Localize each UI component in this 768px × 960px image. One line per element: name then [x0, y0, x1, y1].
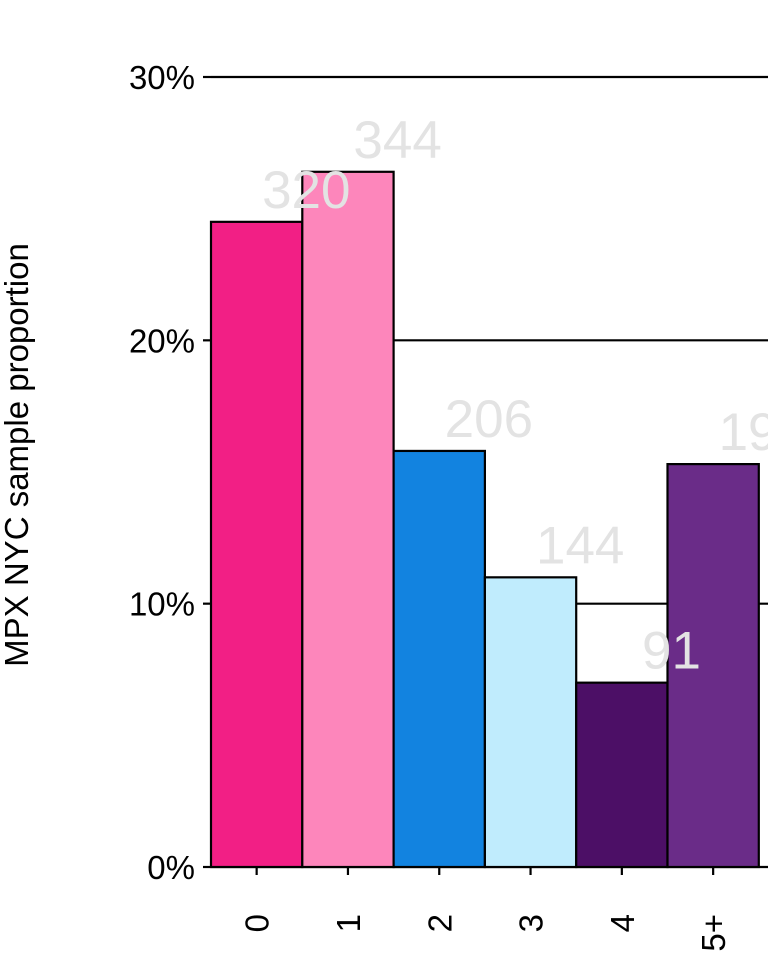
- bar: [666, 463, 760, 869]
- x-tick-label: 2: [421, 914, 458, 932]
- y-tick-label: 30%: [129, 59, 195, 96]
- count-label: 199: [719, 403, 768, 462]
- y-tick-label: 20%: [129, 322, 195, 359]
- y-tick-label: 0%: [147, 849, 195, 886]
- bar: [301, 170, 395, 869]
- y-axis-label: MPX NYC sample proportion: [0, 243, 35, 667]
- x-tick-label: 4: [604, 914, 641, 932]
- count-label: 344: [353, 111, 441, 170]
- y-tick-label: 10%: [129, 586, 195, 623]
- y-axis-ticks: 0% 10% 20% 30%: [129, 59, 211, 886]
- count-label: 320: [262, 161, 350, 220]
- count-label: 91: [642, 622, 701, 681]
- x-tick-label: 5+: [695, 914, 732, 952]
- x-tick-label: 1: [330, 914, 367, 932]
- bars: [209, 170, 760, 869]
- count-label: 206: [445, 390, 533, 449]
- x-axis-ticks: 0 1 2 3 4 5+: [239, 867, 732, 952]
- bar: [575, 681, 669, 869]
- bar: [209, 220, 304, 869]
- x-tick-label: 0: [239, 914, 276, 932]
- bar: [483, 576, 578, 869]
- x-tick-label: 3: [513, 914, 550, 932]
- count-label: 144: [536, 516, 624, 575]
- bar: [392, 449, 487, 869]
